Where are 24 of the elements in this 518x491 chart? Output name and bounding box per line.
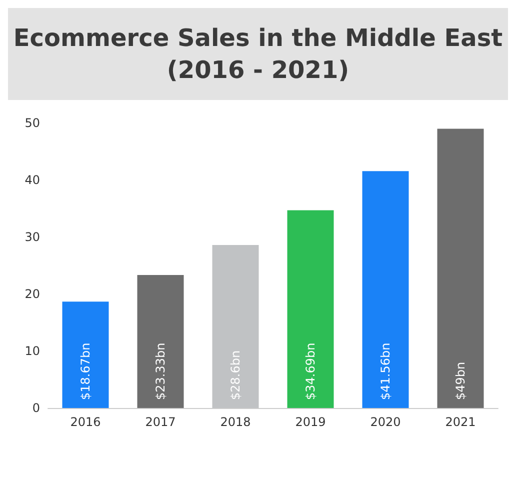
data-label: $34.69bn (304, 342, 318, 400)
data-label: $23.33bn (154, 342, 168, 400)
chart-title: Ecommerce Sales in the Middle East (2016 - 2021) (13, 24, 503, 84)
bar (137, 275, 184, 408)
y-tick-label: 30 (24, 230, 40, 244)
x-tick-label: 2017 (145, 415, 176, 429)
x-tick-label: 2016 (70, 415, 101, 429)
x-tick-label: 2019 (295, 415, 326, 429)
bar (62, 302, 109, 408)
y-tick-label: 40 (24, 173, 40, 187)
y-tick-label: 50 (24, 116, 40, 130)
bar (287, 210, 334, 408)
x-tick-label: 2021 (445, 415, 476, 429)
x-tick-label: 2020 (370, 415, 401, 429)
y-tick-label: 10 (24, 344, 40, 358)
y-tick-label: 0 (32, 401, 40, 415)
data-label: $49bn (454, 362, 468, 400)
bar (362, 171, 409, 408)
y-tick-label: 20 (24, 287, 40, 301)
data-label: $28.6bn (228, 350, 242, 400)
x-tick-label: 2018 (220, 415, 251, 429)
bar (437, 128, 484, 408)
data-label: $41.56bn (378, 342, 392, 400)
data-label: $18.67bn (78, 342, 92, 400)
